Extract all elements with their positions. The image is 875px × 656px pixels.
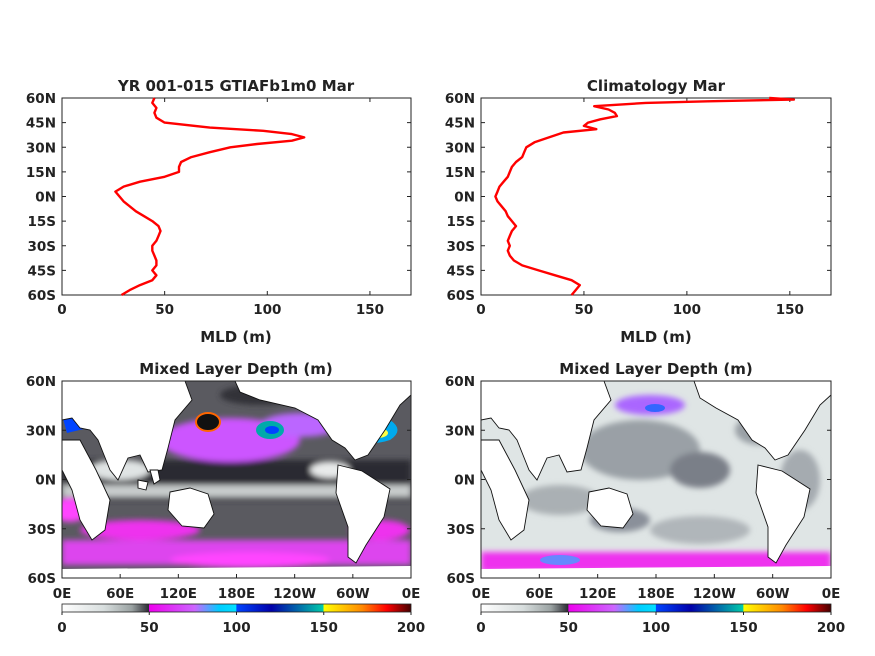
y-tick-label: 60N [445, 91, 475, 107]
x-axis-label: MLD (m) [200, 328, 272, 346]
lat-tick-label: 60N [445, 374, 475, 390]
plot-area [61, 97, 412, 296]
y-tick-label: 15N [445, 165, 475, 181]
y-tick-label: 30S [446, 239, 475, 255]
plot-area [480, 97, 832, 296]
lon-tick-label: 0E [822, 586, 841, 602]
mld-map [62, 381, 411, 578]
y-tick-label: 0N [35, 190, 56, 206]
y-tick-label: 45S [27, 263, 56, 279]
x-tick-label: 150 [356, 302, 384, 318]
lat-tick-label: 60N [26, 374, 56, 390]
colorbar-axis: 0 50 100 150 200 [57, 612, 425, 636]
y-tick-label: 15S [27, 214, 56, 230]
y-tick-label: 60S [446, 288, 475, 304]
lat-tick-label: 0N [454, 473, 475, 489]
colorbar-tick-label: 50 [559, 620, 578, 636]
lon-tick-label: 60E [106, 586, 134, 602]
x-tick-label: 50 [155, 302, 174, 318]
colorbar-tick-label: 150 [310, 620, 338, 636]
mld-map [481, 381, 831, 578]
lon-tick-label: 180E [218, 586, 255, 602]
x-tick-label: 150 [776, 302, 804, 318]
map-panel-model: Mixed Layer Depth (m) [26, 360, 425, 636]
colorbar-tick-label: 0 [57, 620, 66, 636]
lon-tick-label: 60W [336, 586, 370, 602]
lat-tick-label: 0N [35, 473, 56, 489]
lon-tick-label: 0E [472, 586, 491, 602]
y-tick-label: 30N [26, 140, 56, 156]
lat-tick-label: 30N [26, 423, 56, 439]
y-tick-label: 45S [446, 263, 475, 279]
y-tick-label: 45N [26, 116, 56, 132]
x-tick-label: 50 [575, 302, 594, 318]
y-tick-label: 15S [446, 214, 475, 230]
lat-tick-label: 30S [27, 522, 56, 538]
y-tick-label: 0N [454, 190, 475, 206]
lat-tick-label: 60S [27, 571, 56, 587]
lat-tick-label: 30N [445, 423, 475, 439]
lon-tick-label: 0E [402, 586, 421, 602]
colorbar-tick-label: 100 [642, 620, 670, 636]
x-tick-label: 100 [673, 302, 701, 318]
y-tick-label: 30S [27, 239, 56, 255]
y-tick-label: 30N [445, 140, 475, 156]
mld-profile-line [114, 97, 306, 297]
colorbar-tick-label: 200 [397, 620, 425, 636]
colorbar-tick-label: 150 [729, 620, 757, 636]
colorbar-tick-label: 0 [476, 620, 485, 636]
y-tick-label: 60S [27, 288, 56, 304]
y-axis: 60N 45N 30N 15N 0N 15S 30S 45S 60S [26, 91, 411, 304]
lon-tick-label: 60E [525, 586, 553, 602]
profile-panel-climatology: Climatology Mar 60N45N30N15N0N15S30S45S6… [445, 77, 832, 346]
lon-tick-label: 120W [693, 586, 736, 602]
y-tick-label: 45N [445, 116, 475, 132]
x-tick-label: 0 [57, 302, 66, 318]
profile-panel-model: YR 001-015 GTIAFb1m0 Mar 60N 45N 30N 15N 0N 1… [26, 77, 412, 346]
colorbar-axis: 0 50 100 150 200 [476, 612, 845, 636]
colorbar-tick-label: 100 [222, 620, 250, 636]
colorbar-tick-label: 50 [140, 620, 159, 636]
panel-title: Climatology Mar [587, 77, 726, 95]
longitude-axis: 0E 60E 120E 180E 120W 60W 0E [53, 574, 421, 602]
panel-title: Mixed Layer Depth (m) [139, 360, 332, 378]
latitude-axis: 60N 30N 0N 30S 60S [26, 374, 411, 587]
lon-tick-label: 120E [579, 586, 616, 602]
lon-tick-label: 60W [756, 586, 790, 602]
y-tick-label: 60N [26, 91, 56, 107]
colorbar-tick-label: 200 [817, 620, 845, 636]
mld-profile-line [494, 96, 796, 296]
y-tick-label: 15N [26, 165, 56, 181]
colorbar [480, 603, 832, 613]
x-axis: 0 50 100 150 [57, 98, 384, 318]
x-tick-label: 0 [476, 302, 485, 318]
panel-title: YR 001-015 GTIAFb1m0 Mar [117, 77, 355, 95]
lon-tick-label: 0E [53, 586, 72, 602]
lat-tick-label: 30S [446, 522, 475, 538]
x-tick-label: 100 [253, 302, 281, 318]
y-axis: 60N 45N 30N 15N 0N 15S 30S 45S 60S [445, 91, 831, 304]
latitude-axis: 60N 30N 0N 30S 60S [445, 374, 831, 587]
colorbar [61, 603, 412, 613]
x-axis: 0 50 100 150 [476, 98, 804, 318]
lat-tick-label: 60S [446, 571, 475, 587]
lon-tick-label: 120W [273, 586, 316, 602]
panel-title: Mixed Layer Depth (m) [559, 360, 752, 378]
x-axis-label: MLD (m) [620, 328, 692, 346]
lon-tick-label: 120E [160, 586, 197, 602]
longitude-axis: 0E 60E 120E 180E 120W 60W 0E [472, 574, 841, 602]
map-panel-climatology: Mixed Layer Depth (m) [445, 360, 845, 636]
lon-tick-label: 180E [637, 586, 674, 602]
